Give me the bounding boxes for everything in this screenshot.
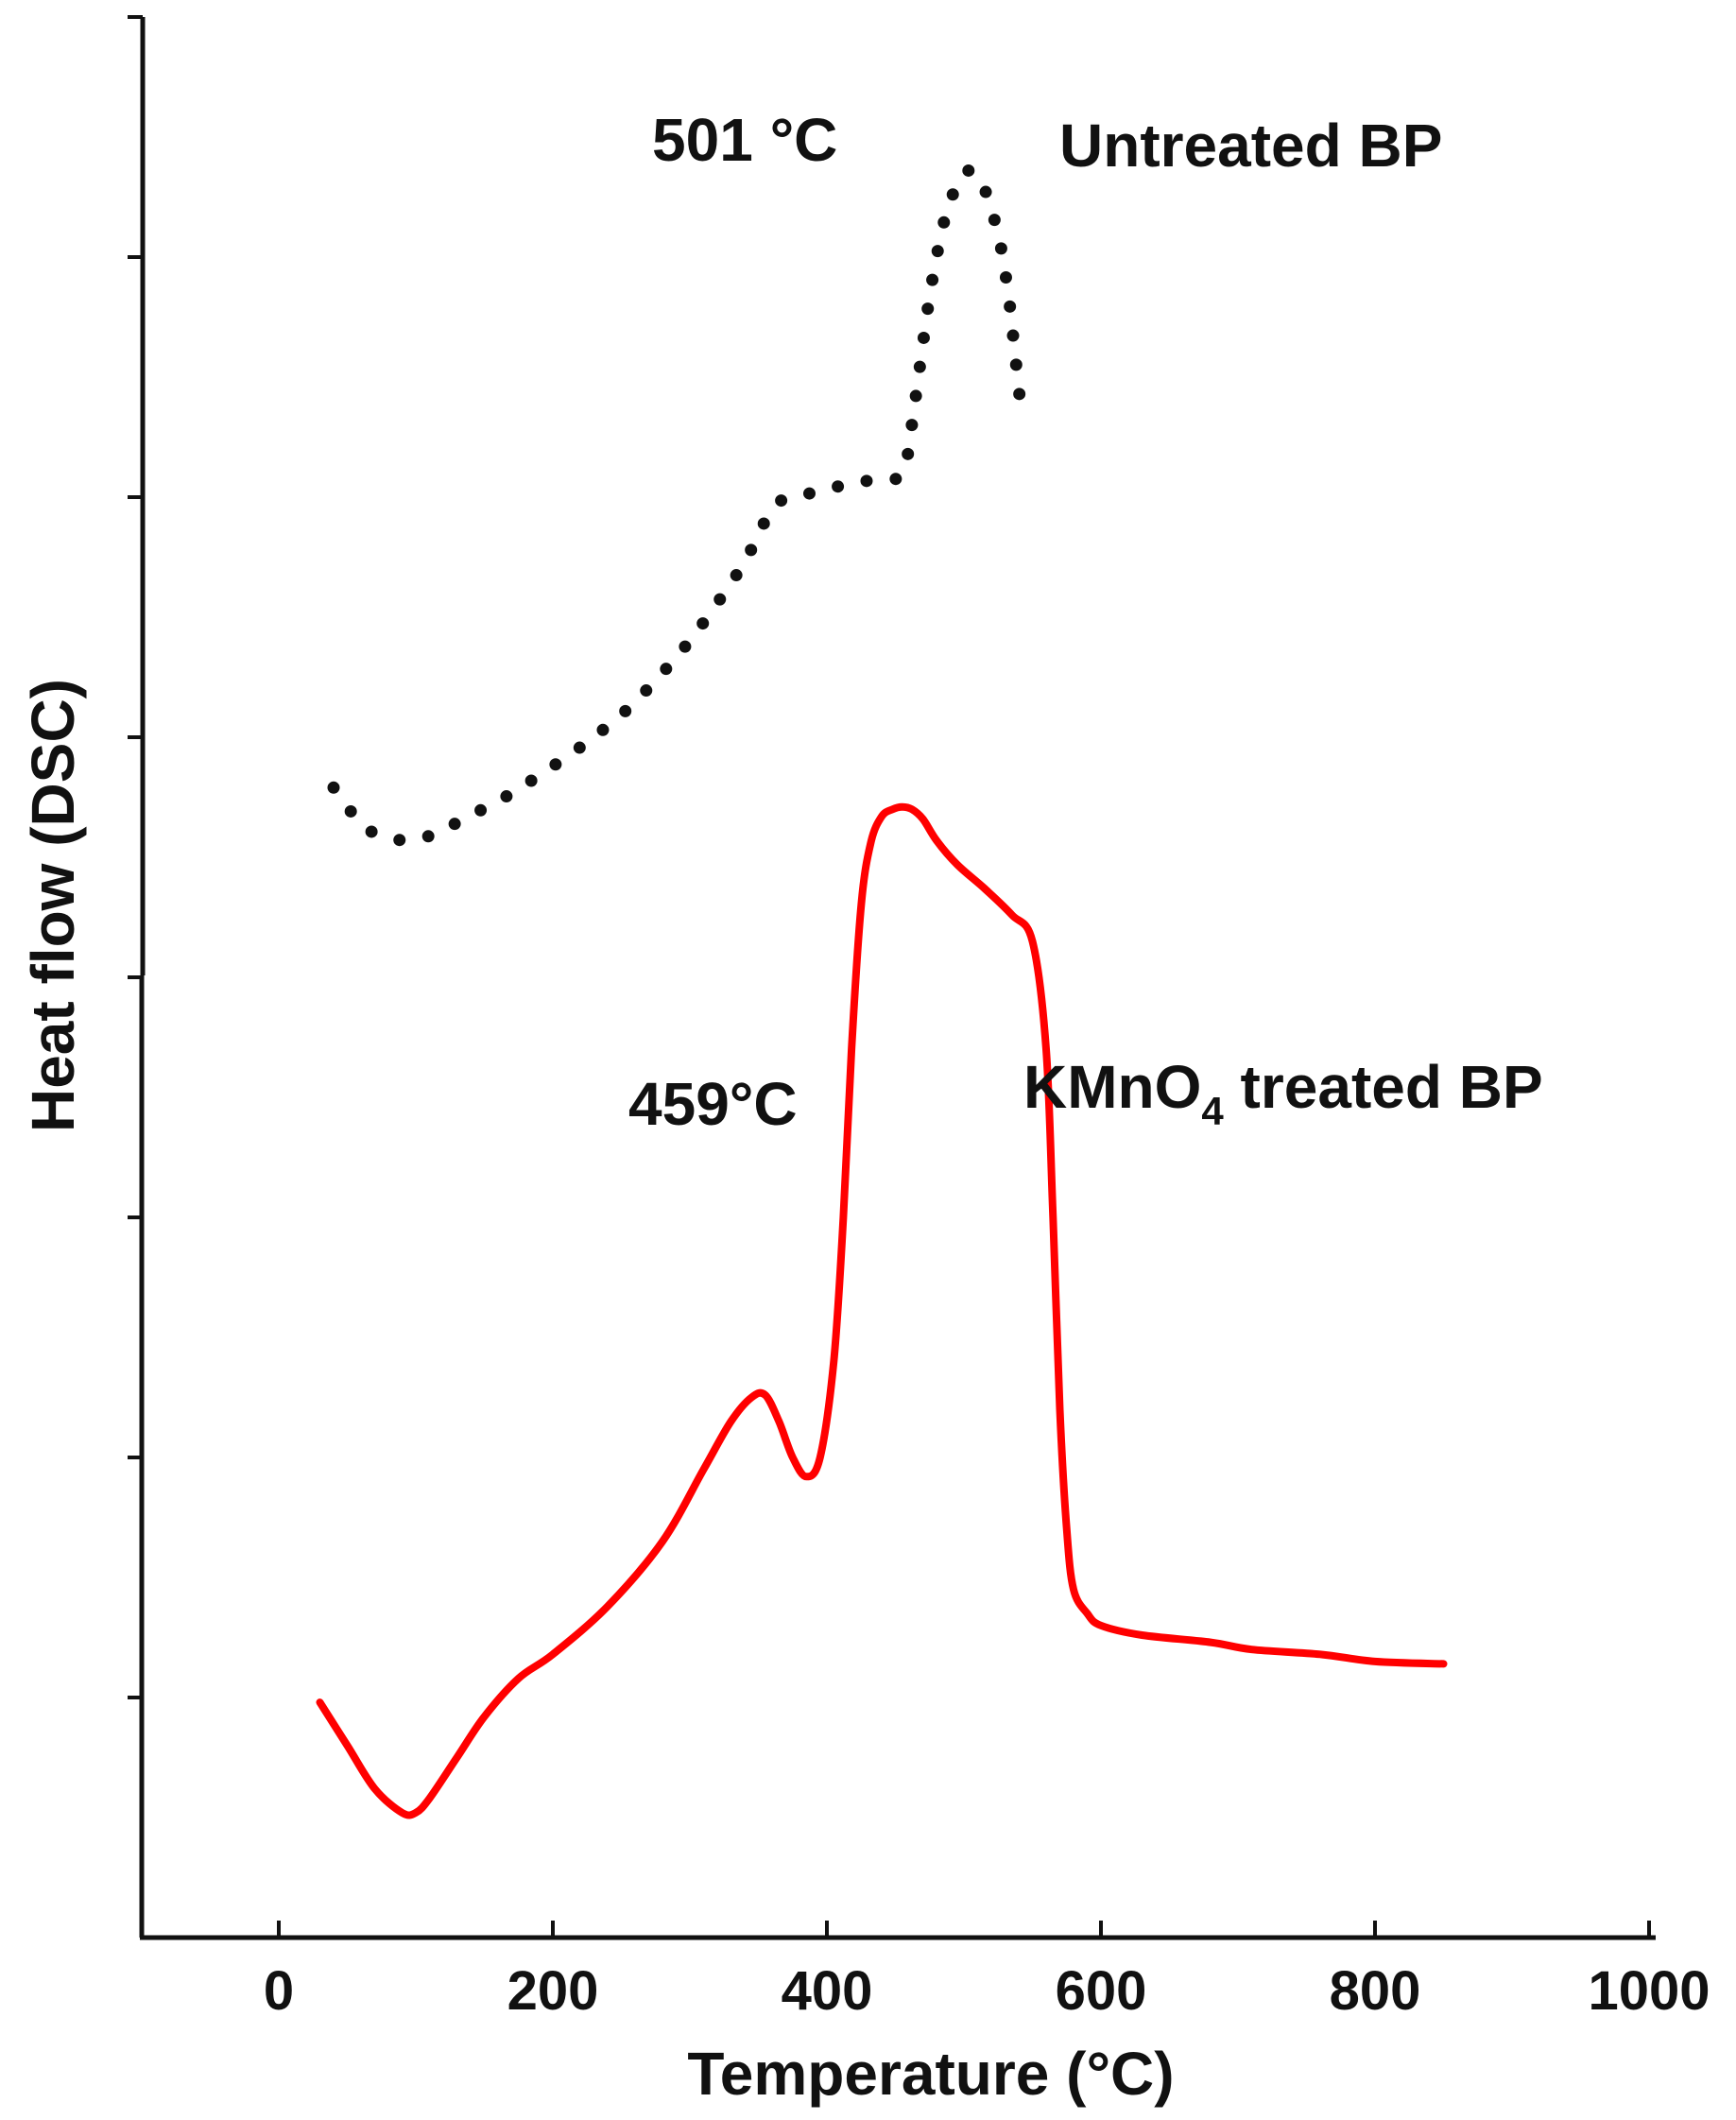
- x-tick-label-0: 0: [264, 1960, 294, 2022]
- x-ticks: 0 200 400 600 800 1000: [264, 1921, 1710, 2022]
- x-tick-label-600: 600: [1056, 1960, 1147, 2022]
- untreated-series-label: Untreated BP: [1059, 112, 1442, 180]
- treated-series-label-main: KMnO: [1023, 1053, 1201, 1121]
- treated-series-label-tail: treated BP: [1224, 1053, 1543, 1121]
- untreated-bp-series-line: [327, 164, 1026, 847]
- x-tick-label-800: 800: [1330, 1960, 1421, 2022]
- x-tick-label-400: 400: [782, 1960, 873, 2022]
- x-axis-title: Temperature (°C): [687, 2040, 1174, 2108]
- x-tick-label-1000: 1000: [1588, 1960, 1710, 2022]
- treated-peak-label: 459°C: [628, 1070, 798, 1138]
- x-tick-label-200: 200: [507, 1960, 599, 2022]
- treated-series-label: KMnO4 treated BP: [1023, 1053, 1543, 1133]
- y-ticks: [128, 15, 143, 1699]
- axes: [139, 17, 1656, 1940]
- kmno4-treated-bp-series-line: [316, 802, 1448, 1819]
- untreated-peak-label: 501 °C: [652, 106, 837, 174]
- treated-series-label-subscript: 4: [1201, 1089, 1224, 1133]
- series-layer: [316, 164, 1448, 1819]
- y-axis-title: Heat flow (DSC): [19, 679, 87, 1132]
